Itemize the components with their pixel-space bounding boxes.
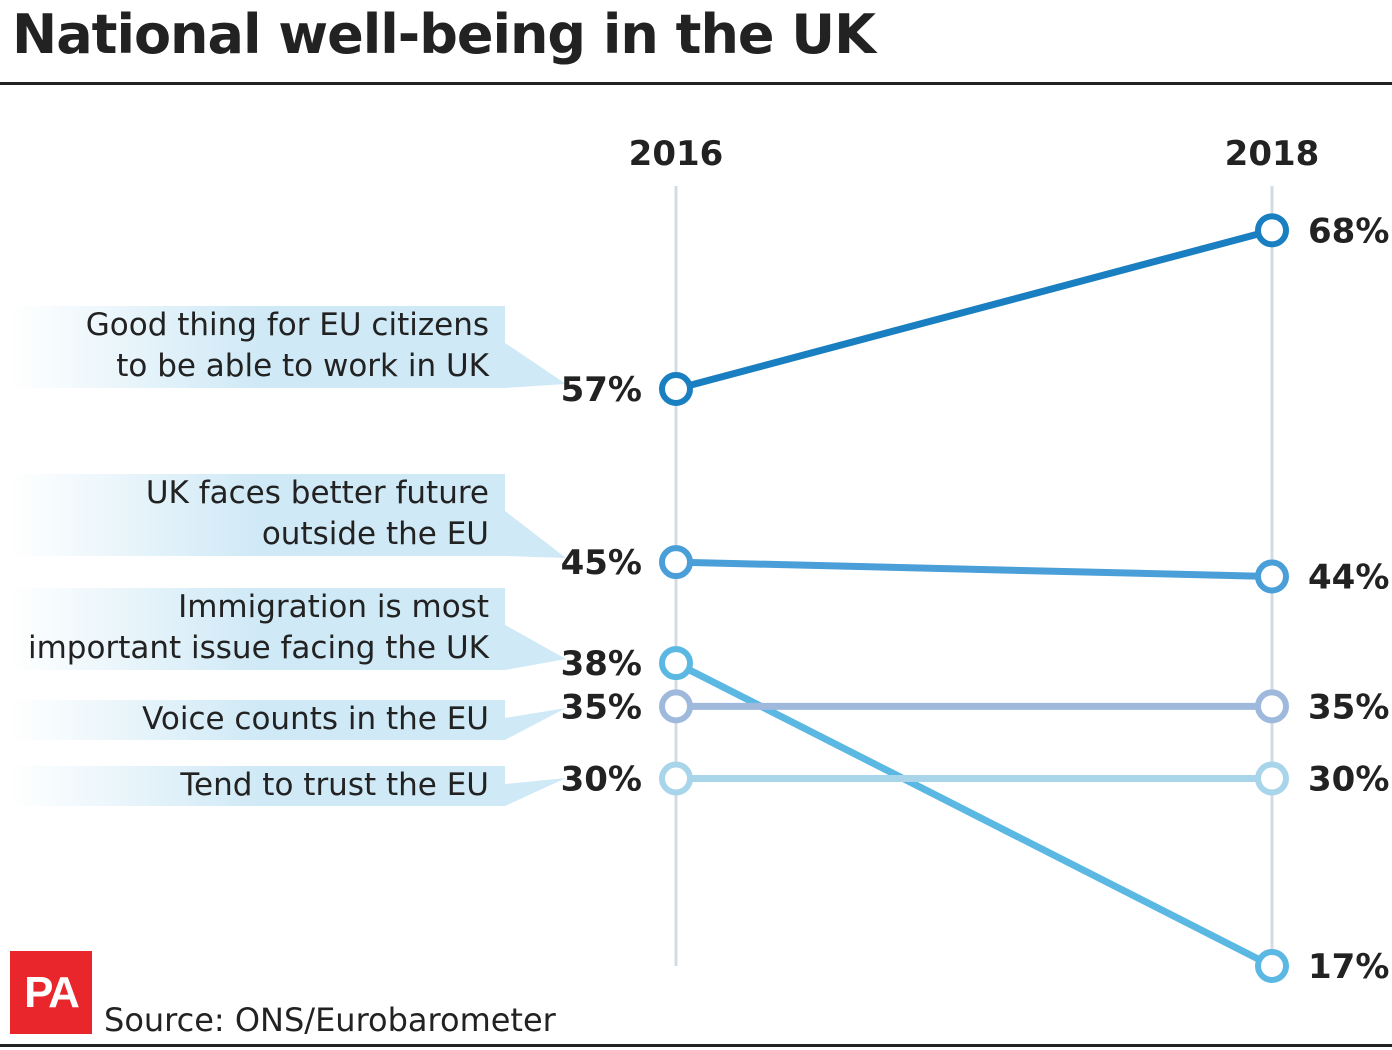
series-4-label-line-1: Voice counts in the EU <box>142 701 489 737</box>
series-1-value-2018: 68% <box>1308 211 1389 251</box>
series-2-marker-2018 <box>1255 559 1289 594</box>
series-1-marker-2018 <box>1255 213 1289 248</box>
series-5-value-2018: 30% <box>1308 759 1389 799</box>
pa-logo: PA <box>10 951 92 1034</box>
series-5-marker-2018 <box>1255 761 1289 796</box>
series-2-value-2018: 44% <box>1308 558 1389 598</box>
series-3-label-line-2: important issue facing the UK <box>28 630 490 666</box>
series-5-marker-2016 <box>659 761 693 796</box>
source-note: Source: ONS/Eurobarometer <box>104 1001 556 1039</box>
series-2-line <box>672 558 1276 581</box>
series-3-marker-2018 <box>1255 949 1289 983</box>
series-1-label-line-1: Good thing for EU citizens <box>86 307 489 343</box>
series-4-label-box <box>10 700 566 740</box>
series-2-label-line-2: outside the EU <box>262 516 489 552</box>
series-3-marker-2016 <box>659 646 693 681</box>
series-2-marker-2016 <box>659 545 693 580</box>
series-1-label-box <box>10 306 566 388</box>
series-5-value-2016: 30% <box>561 759 642 799</box>
series-5-label-line-1: Tend to trust the EU <box>179 767 489 803</box>
series-3-value-2018: 17% <box>1308 947 1389 987</box>
series-2-label-box <box>10 474 566 558</box>
bottom-rule <box>0 1044 1392 1047</box>
year-label-2016: 2016 <box>629 134 724 174</box>
series-2-label-line-1: UK faces better future <box>146 475 489 511</box>
series-3-value-2016: 38% <box>561 644 642 684</box>
series-3-line <box>672 659 1276 970</box>
series-4-value-2018: 35% <box>1308 687 1389 727</box>
series-1-line <box>672 226 1276 393</box>
title-rule <box>0 82 1392 85</box>
series-5-label-box <box>10 766 566 806</box>
series-4-marker-2016 <box>659 689 693 724</box>
series-1-label-line-2: to be able to work in UK <box>116 348 489 384</box>
series-2-value-2016: 45% <box>561 543 642 583</box>
series-1-marker-2016 <box>659 372 693 406</box>
series-1-value-2016: 57% <box>561 370 642 410</box>
series-3-label-box <box>10 588 566 670</box>
year-label-2018: 2018 <box>1225 134 1320 174</box>
series-4-value-2016: 35% <box>561 687 642 727</box>
chart-title: National well-being in the UK <box>12 3 876 66</box>
series-4-marker-2018 <box>1255 689 1289 724</box>
series-3-label-line-1: Immigration is most <box>178 589 489 625</box>
